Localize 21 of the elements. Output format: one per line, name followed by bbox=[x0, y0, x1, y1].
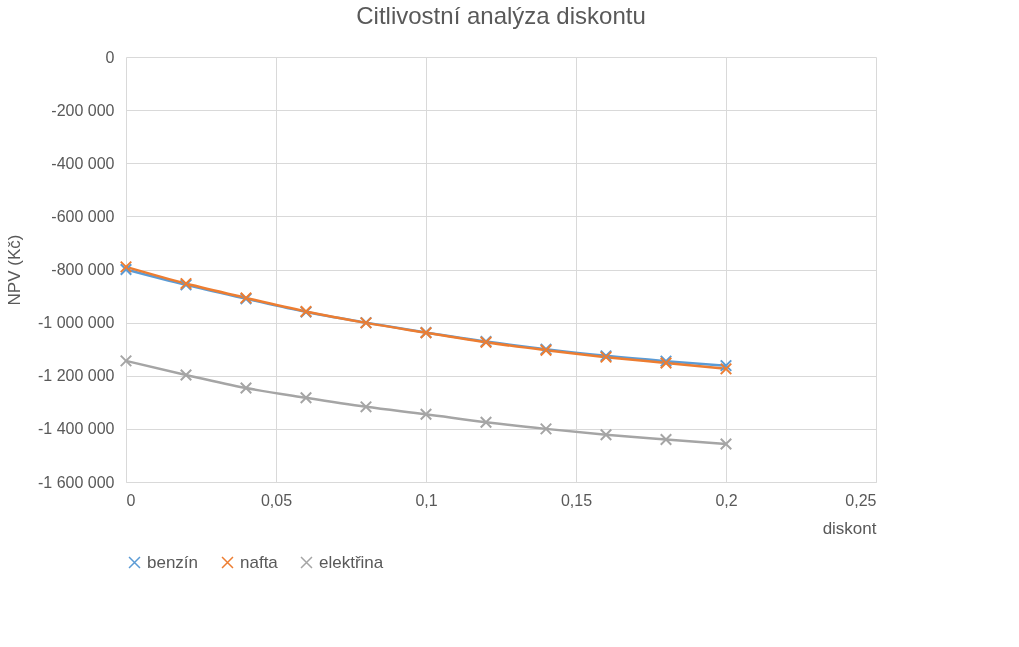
chart-title: Citlivostní analýza diskontu bbox=[356, 2, 646, 29]
x-tick-label: 0,25 bbox=[845, 491, 877, 509]
x-tick-label: 0,1 bbox=[415, 491, 438, 509]
y-tick-label: -400 000 bbox=[51, 154, 115, 172]
y-tick-label: -1 400 000 bbox=[37, 420, 115, 438]
x-tick-label: 0,15 bbox=[560, 491, 593, 509]
legend-label: nafta bbox=[240, 552, 279, 572]
y-tick-label: -1 000 000 bbox=[37, 314, 115, 332]
y-tick-label: -200 000 bbox=[51, 101, 115, 119]
legend-label: benzín bbox=[147, 552, 199, 572]
x-axis-title: diskont bbox=[822, 518, 877, 538]
y-tick-label: -800 000 bbox=[51, 261, 115, 278]
y-tick-label: -1 600 000 bbox=[37, 473, 115, 491]
y-axis-title: NPV (Kč) bbox=[4, 234, 24, 306]
y-tick-label: -600 000 bbox=[51, 207, 115, 225]
x-tick-label: 0,2 bbox=[715, 491, 738, 509]
legend-label: elektřina bbox=[319, 552, 384, 572]
y-tick-label: 0 bbox=[105, 48, 115, 66]
x-tick-label: 0 bbox=[126, 491, 136, 509]
y-tick-label: -1 200 000 bbox=[37, 367, 115, 385]
x-tick-label: 0,05 bbox=[260, 491, 293, 509]
